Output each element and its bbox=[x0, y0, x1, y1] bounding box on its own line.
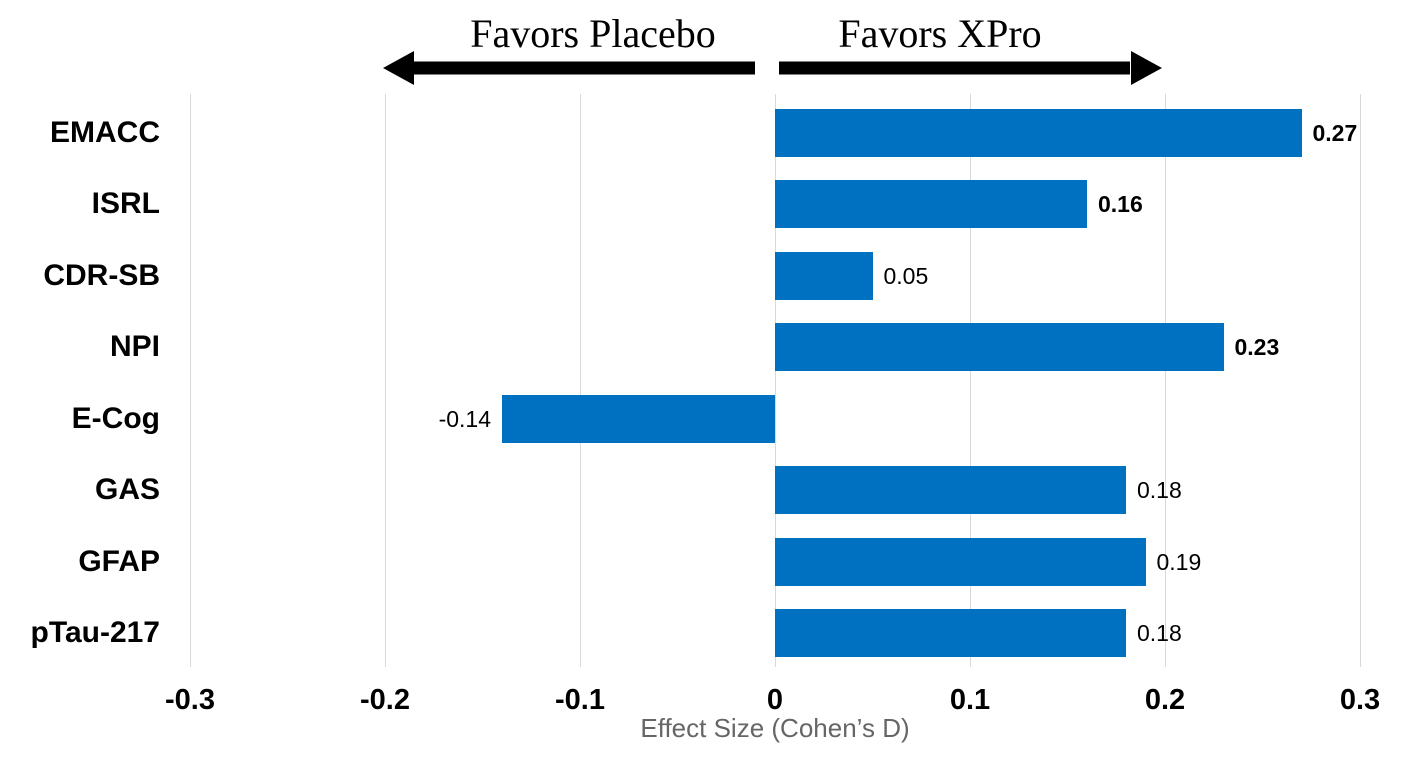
value-label: 0.23 bbox=[1234, 334, 1280, 361]
bar-ptau-217 bbox=[775, 609, 1126, 657]
gridline bbox=[1164, 94, 1166, 667]
category-label-gas: GAS bbox=[94, 473, 160, 507]
category-label-npi: NPI bbox=[109, 330, 160, 364]
x-tick-label: 0.1 bbox=[949, 684, 991, 716]
value-label: 0.18 bbox=[1137, 620, 1182, 646]
value-label: 0.05 bbox=[883, 262, 929, 289]
right-arrow-icon bbox=[779, 51, 1162, 85]
value-label: 0.19 bbox=[1156, 548, 1202, 575]
bar-isrl bbox=[775, 180, 1087, 229]
value-label: -0.14 bbox=[438, 405, 491, 432]
value-label: 0.27 bbox=[1312, 120, 1358, 146]
x-tick-label: -0.1 bbox=[555, 684, 605, 716]
gridline bbox=[189, 94, 191, 667]
value-label: 0.16 bbox=[1098, 191, 1143, 218]
favors-placebo-label: Favors Placebo bbox=[470, 11, 716, 56]
category-label-isrl: ISRL bbox=[91, 187, 160, 221]
bar-gas bbox=[775, 466, 1126, 515]
x-tick-label: -0.3 bbox=[165, 684, 215, 716]
gridline bbox=[774, 94, 776, 667]
gridline bbox=[384, 94, 386, 667]
direction-arrows bbox=[383, 51, 1162, 85]
category-label-ptau-217: pTau-217 bbox=[30, 616, 160, 649]
gridline bbox=[1359, 94, 1361, 667]
bar-gfap bbox=[775, 537, 1146, 586]
x-tick-label: -0.2 bbox=[360, 684, 410, 716]
category-label-emacc: EMACC bbox=[50, 116, 160, 149]
favors-xpro-label: Favors XPro bbox=[838, 11, 1042, 56]
value-label: 0.18 bbox=[1137, 477, 1182, 504]
x-tick-label: 0.2 bbox=[1144, 684, 1186, 716]
bar-npi bbox=[775, 323, 1224, 372]
gridline bbox=[969, 94, 971, 667]
category-label-gfap: GFAP bbox=[78, 544, 160, 578]
x-tick-label: 0 bbox=[766, 684, 784, 716]
left-arrow-icon bbox=[383, 51, 755, 85]
category-label-cdr-sb: CDR-SB bbox=[43, 258, 160, 292]
bar-cdr-sb bbox=[775, 251, 873, 300]
gridline bbox=[579, 94, 581, 667]
category-label-e-cog: E-Cog bbox=[71, 401, 160, 435]
x-axis-title: Effect Size (Cohen’s D) bbox=[640, 713, 910, 743]
bar-emacc bbox=[775, 109, 1302, 157]
x-tick-label: 0.3 bbox=[1339, 684, 1381, 716]
bar-e-cog bbox=[502, 394, 775, 443]
